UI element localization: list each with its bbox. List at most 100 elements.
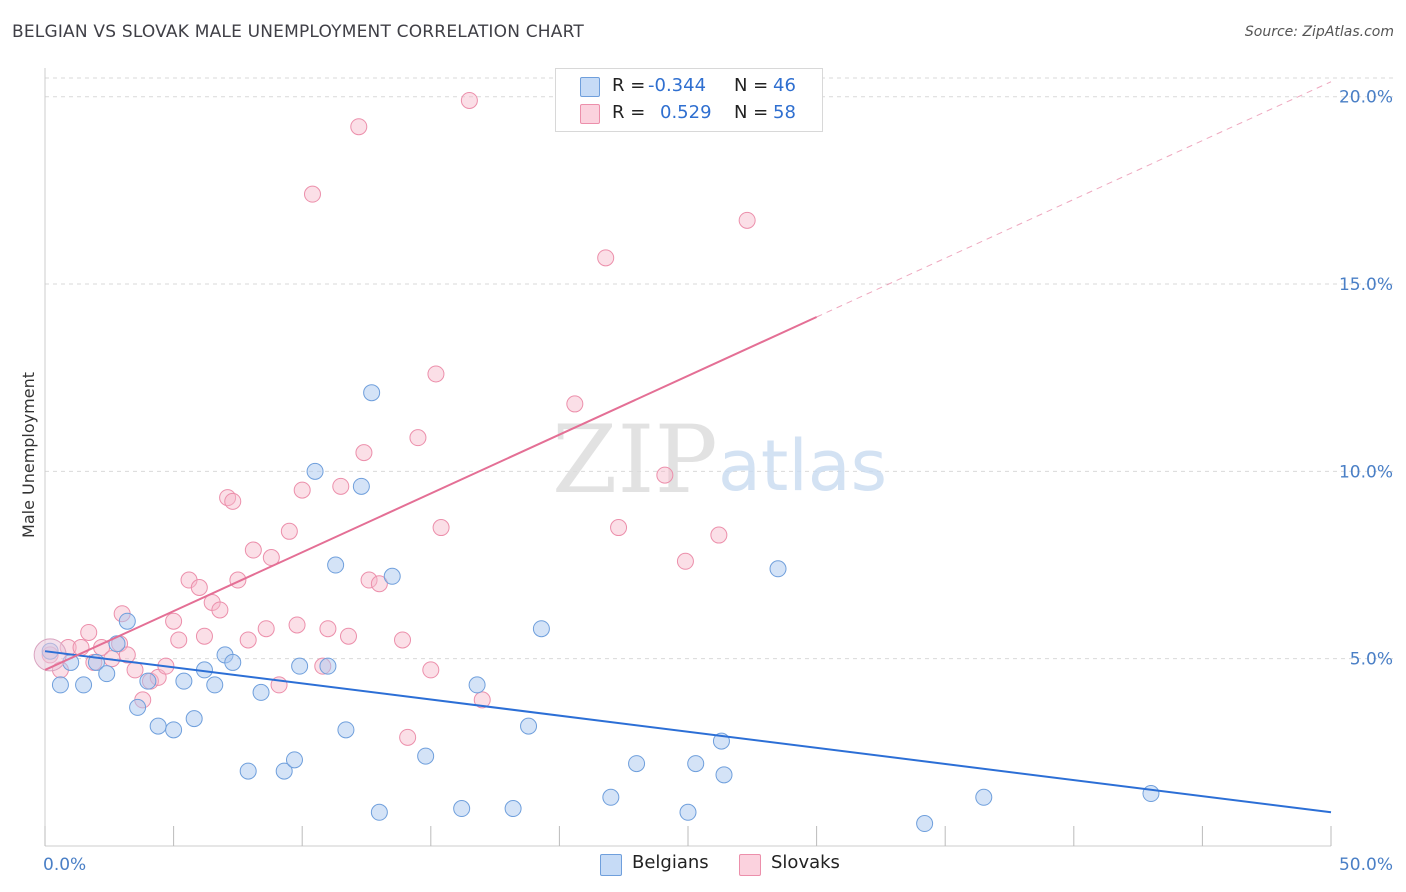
slovak-point — [399, 728, 417, 746]
belgian-point — [352, 477, 370, 495]
belgian-point — [285, 751, 303, 769]
belgian-point — [468, 676, 486, 694]
slovak-trend-extension — [816, 81, 1332, 318]
belgian-point — [916, 815, 934, 833]
slovak-point — [170, 631, 188, 649]
slovak-point — [165, 612, 183, 630]
slovak-point — [280, 522, 298, 540]
legend-label-slovaks: Slovaks — [771, 852, 840, 873]
belgian-point — [769, 560, 787, 578]
legend-r-label: R = — [612, 102, 646, 123]
slovaks-swatch — [739, 854, 761, 876]
slovak-point — [303, 185, 321, 203]
slovak-point — [195, 627, 213, 645]
slovak-point — [610, 519, 628, 537]
legend-label-belgians: Belgians — [632, 852, 709, 873]
belgian-point — [108, 635, 126, 653]
slovak-point — [370, 575, 388, 593]
belgian-point — [628, 755, 646, 773]
slovak-point — [350, 118, 368, 136]
slovak-point — [473, 691, 491, 709]
belgian-point — [417, 747, 435, 765]
belgian-point — [520, 717, 538, 735]
slovak-point — [597, 249, 615, 267]
slovak-point — [257, 620, 275, 638]
belgian-point — [139, 672, 157, 690]
slovak-point — [676, 552, 694, 570]
belgian-point — [185, 710, 203, 728]
slovak-point — [224, 492, 242, 510]
tick-labels: 5.0% 10.0% 15.0% 20.0% 0.0% 50.0% — [43, 88, 1393, 875]
slovak-point — [293, 481, 311, 499]
axes — [44, 68, 1332, 847]
belgian-point — [98, 665, 116, 683]
slovak-point — [239, 631, 257, 649]
grid-lines — [45, 77, 1395, 660]
belgian-point — [165, 721, 183, 739]
belgian-point — [129, 698, 147, 716]
x-tick-label: 50.0% — [1339, 855, 1393, 875]
slovak-point — [118, 646, 136, 664]
legend-r-value: 0.529 — [660, 102, 712, 123]
slovak-point — [332, 477, 350, 495]
data-points — [33, 91, 1160, 833]
slovak-point — [432, 519, 450, 537]
slovak-point — [211, 601, 229, 619]
slovak-trend-line — [44, 316, 818, 671]
legend-r-value: -0.344 — [648, 75, 707, 96]
belgian-point — [602, 788, 620, 806]
watermark-atlas: atlas — [718, 425, 887, 507]
slovak-point — [566, 395, 584, 413]
slovak-point — [355, 444, 373, 462]
trend-lines — [44, 81, 1332, 814]
belgian-point — [679, 803, 697, 821]
legend-n-value: 46 — [773, 75, 796, 96]
belgian-point — [51, 676, 69, 694]
slovak-point — [394, 631, 412, 649]
belgian-point — [687, 755, 705, 773]
belgian-point — [370, 803, 388, 821]
cluster-point — [33, 638, 67, 672]
belgian-point — [306, 462, 324, 480]
slovaks-swatch — [580, 104, 600, 124]
slovak-point — [656, 466, 674, 484]
slovak-point — [422, 661, 440, 679]
y-tick-label: 5.0% — [1350, 650, 1393, 670]
slovak-point — [126, 661, 144, 679]
belgian-point — [239, 762, 257, 780]
slovak-point — [339, 627, 357, 645]
slovak-point — [710, 526, 728, 544]
legend-r-label: R = — [612, 75, 646, 96]
belgian-point — [363, 384, 381, 402]
belgian-point — [1142, 785, 1160, 803]
belgian-point — [206, 676, 224, 694]
belgian-point — [275, 762, 293, 780]
belgians-swatch — [600, 854, 622, 876]
belgian-point — [75, 676, 93, 694]
x-tick-label: 0.0% — [43, 855, 86, 875]
slovak-point — [427, 365, 445, 383]
belgian-point — [118, 612, 136, 630]
slovak-point — [244, 541, 262, 559]
belgian-point — [532, 620, 550, 638]
belgian-point — [327, 556, 345, 574]
slovak-point — [319, 620, 337, 638]
belgian-point — [149, 717, 167, 735]
belgians-swatch — [580, 77, 600, 97]
chart-source: Source: ZipAtlas.com — [1244, 24, 1394, 40]
belgian-point — [319, 657, 337, 675]
belgian-point — [975, 788, 993, 806]
belgian-point — [337, 721, 355, 739]
belgian-point — [175, 672, 193, 690]
slovak-point — [409, 429, 427, 447]
y-tick-label: 20.0% — [1339, 88, 1393, 108]
slovak-point — [460, 91, 478, 109]
slovak-point — [288, 616, 306, 634]
legend-n-label: N = — [734, 75, 769, 96]
slovak-point — [738, 211, 756, 229]
legend-n-value: 58 — [773, 102, 796, 123]
legend-n-label: N = — [734, 102, 769, 123]
y-tick-label: 15.0% — [1339, 275, 1393, 295]
slovak-point — [80, 623, 98, 641]
